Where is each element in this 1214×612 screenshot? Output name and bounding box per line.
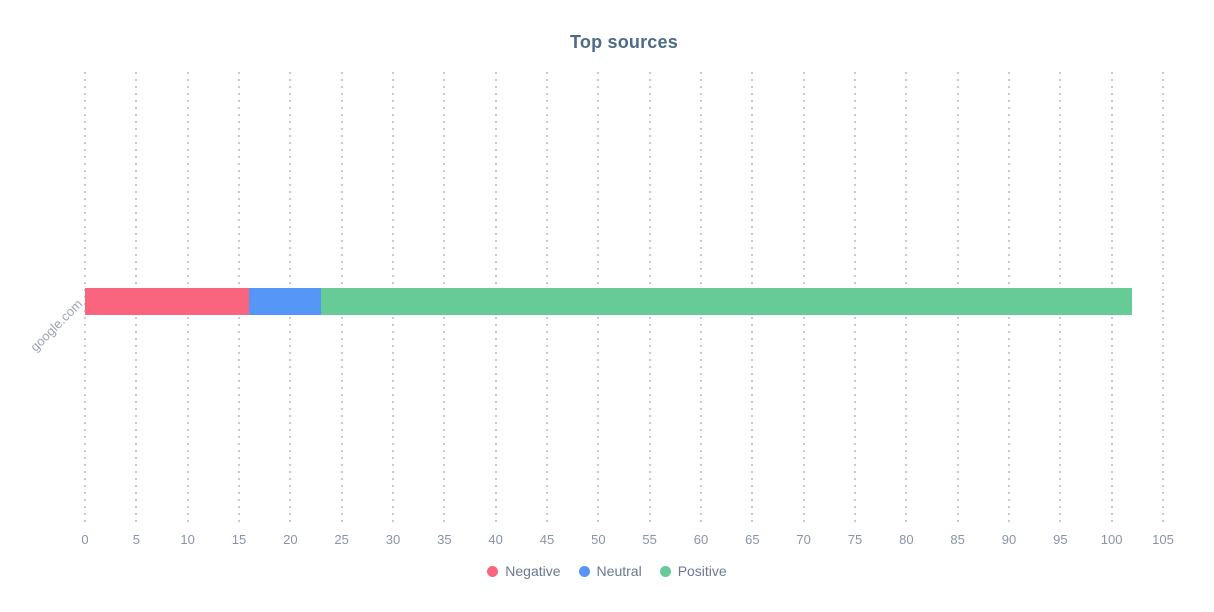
x-axis-tick-label-20: 20 xyxy=(283,532,298,547)
x-axis-tick-label-0: 0 xyxy=(81,532,89,547)
x-axis-tick-label-50: 50 xyxy=(591,532,606,547)
legend-label-positive: Positive xyxy=(677,563,727,579)
legend-label-negative: Negative xyxy=(505,563,561,579)
x-axis-tick-label-100: 100 xyxy=(1100,532,1123,547)
bar-row xyxy=(85,288,1133,315)
x-axis-tick-label-45: 45 xyxy=(539,532,555,547)
chart-title: Top sources xyxy=(570,32,678,52)
legend-item-negative[interactable]: Negative xyxy=(487,563,561,579)
bar-segment-positive[interactable] xyxy=(321,288,1133,315)
legend-label-neutral: Neutral xyxy=(596,563,642,579)
x-axis-tick-label-60: 60 xyxy=(693,532,709,547)
x-axis-tick-label-55: 55 xyxy=(642,532,657,547)
x-axis-tick-label-65: 65 xyxy=(745,532,760,547)
legend-item-positive[interactable]: Positive xyxy=(659,563,727,579)
legend-dot-positive-icon xyxy=(659,565,671,577)
x-axis-tick-label-75: 75 xyxy=(847,532,863,547)
x-axis-tick-label-80: 80 xyxy=(899,532,914,547)
x-axis-tick-label-95: 95 xyxy=(1053,532,1068,547)
x-axis-tick-label-5: 5 xyxy=(132,532,140,547)
gridline-105 xyxy=(1162,72,1164,523)
x-axis-tick-label-30: 30 xyxy=(385,532,401,547)
x-axis-tick-label-70: 70 xyxy=(796,532,811,547)
bar-segment-negative[interactable] xyxy=(85,288,250,315)
x-axis-tick-label-85: 85 xyxy=(950,532,965,547)
legend-dot-negative-icon xyxy=(487,565,499,577)
x-axis-tick-label-15: 15 xyxy=(231,532,247,547)
x-axis-tick-label-25: 25 xyxy=(334,532,349,547)
bar-segment-neutral[interactable] xyxy=(249,288,322,315)
legend-item-neutral[interactable]: Neutral xyxy=(578,563,642,579)
x-axis-tick-label-10: 10 xyxy=(180,532,195,547)
x-axis-tick-label-105: 105 xyxy=(1152,532,1174,547)
x-axis-tick-label-35: 35 xyxy=(437,532,452,547)
chart-legend: Negative Neutral Positive xyxy=(0,563,1214,579)
legend-dot-neutral-icon xyxy=(578,565,590,577)
x-axis-tick-label-40: 40 xyxy=(488,532,503,547)
x-axis-tick-label-90: 90 xyxy=(1001,532,1017,547)
